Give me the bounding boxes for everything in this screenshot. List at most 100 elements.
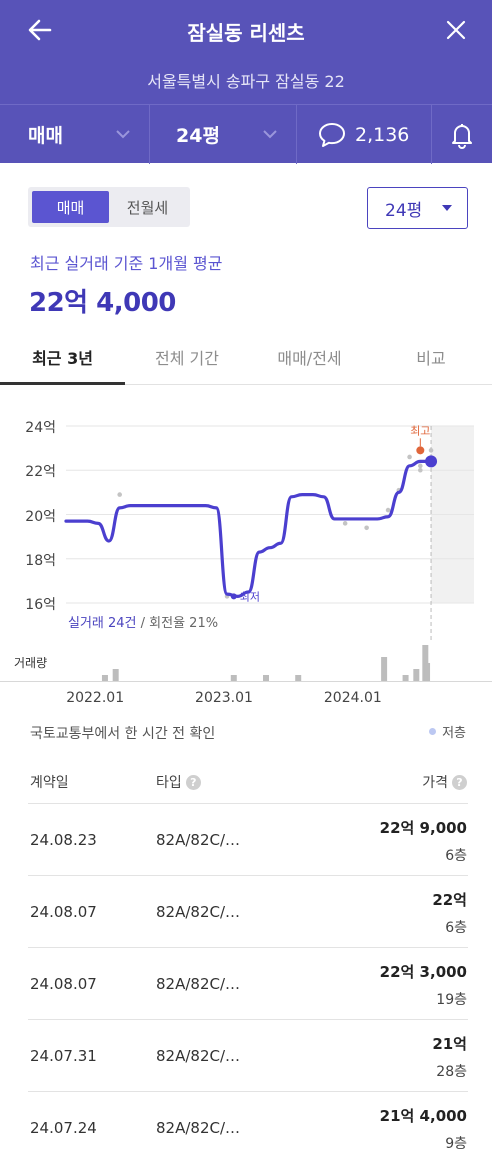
row-type: 82A/82C/… [156,831,241,849]
trade-type-label: 매매 [28,125,63,147]
transaction-point [428,448,434,453]
y-tick-label: 18억 [25,552,56,569]
help-icon[interactable]: ? [185,774,201,790]
highest-point-dot [416,446,425,455]
transaction-point [364,525,369,531]
average-price: 22억 4,000 [29,288,176,318]
row-date: 24.07.31 [30,1047,97,1065]
col-price-label: 가격 [422,775,448,791]
row-price: 22억 3,000 [379,963,467,981]
comment-count: 2,136 [355,123,410,146]
row-floor: 28층 [436,1064,467,1080]
volume-label: 거래량 [14,656,48,670]
row-floor: 6층 [445,848,467,864]
low-floor-label: 저층 [442,726,466,741]
size-select[interactable]: 24평 [367,187,468,229]
col-type-header: 타입? [156,772,201,792]
size-dropdown[interactable]: 24평 [150,105,297,164]
row-date: 24.08.07 [30,975,97,993]
notification-button[interactable] [432,105,492,164]
x-tick-label: 2022.01 [66,690,125,706]
current-price-dot [425,455,438,468]
volume-bar [101,675,108,681]
row-type: 82A/82C/… [156,1047,241,1065]
help-icon[interactable]: ? [452,774,467,790]
header-top: 잠실동 리센츠 [0,0,492,60]
volume-bar [230,675,237,681]
table-row[interactable]: 24.08.23 82A/82C/… 22억 9,000 6층 [28,804,468,876]
lowest-label: 최저 [240,590,260,603]
volume-bar [381,657,388,681]
turnover-rate: / 회전율 21% [136,616,219,631]
tab-all-period[interactable]: 전체 기간 [155,349,219,368]
col-date-label: 계약일 [30,775,69,791]
page-title: 잠실동 리센츠 [187,21,305,45]
row-type: 82A/82C/… [156,1119,241,1137]
highest-label: 최고 [410,424,430,437]
tab-compare[interactable]: 비교 [416,349,446,368]
row-date: 24.07.24 [30,1119,97,1137]
low-floor-dot [429,728,437,735]
filter-bar: 매매 24평 2,136 [0,104,492,164]
tab-recent-3y[interactable]: 최근 3년 [0,330,125,385]
transaction-point [342,521,348,526]
y-tick-label: 24억 [25,420,56,436]
transaction-point [407,454,412,460]
y-tick-label: 20억 [25,508,56,525]
row-date: 24.08.23 [30,831,97,849]
row-price: 22억 [432,891,467,909]
price-chart[interactable]: 24억 22억 20억 18억 16억 최고 최저 실거래 24건 / 회전율 21% 거… [0,386,492,716]
lowest-point-dot [230,593,237,600]
trade-count: 실거래 24건 [68,616,137,631]
trade-rent-toggle: 매매 전월세 [28,187,190,227]
row-floor: 6층 [445,920,467,936]
col-type-label: 타입 [156,775,182,791]
table-row[interactable]: 24.08.07 82A/82C/… 22억 6층 [28,876,468,948]
row-price: 22억 9,000 [379,819,467,837]
table-row[interactable]: 24.07.31 82A/82C/… 21억 28층 [28,1020,468,1092]
row-floor: 19층 [436,992,467,1008]
low-floor-legend: 저층 [429,722,466,741]
data-source-text: 국토교통부에서 한 시간 전 확인 [30,726,216,742]
caret-down-icon [442,205,452,211]
row-type: 82A/82C/… [156,975,241,993]
toggle-sale[interactable]: 매매 [32,191,109,223]
comments-button[interactable]: 2,136 [297,105,432,164]
toggle-rent[interactable]: 전월세 [126,198,169,217]
volume-bar [295,675,302,681]
speech-bubble-icon [319,122,345,147]
period-tabs: 최근 3년 전체 기간 매매/전세 비교 [0,330,492,385]
address-text: 서울특별시 송파구 잠실동 22 [147,72,345,91]
chevron-down-icon [116,130,130,139]
table-row[interactable]: 24.08.07 82A/82C/… 22억 3,000 19층 [28,948,468,1020]
average-caption: 최근 실거래 기준 1개월 평균 [30,254,223,273]
volume-bar [413,669,420,681]
x-tick-label: 2024.01 [323,690,382,706]
volume-bar [263,675,269,681]
volume-bar [112,669,119,681]
price-line [64,459,433,598]
trade-summary-note: 실거래 24건 / 회전율 21% [68,612,218,631]
transaction-point [418,467,423,473]
volume-bar [402,675,409,681]
row-type: 82A/82C/… [156,903,241,921]
back-arrow-icon[interactable] [24,14,56,46]
transaction-table: 24.08.23 82A/82C/… 22억 9,000 6층 24.08.07… [28,804,468,1157]
col-date-header: 계약일 [30,772,69,792]
trade-type-dropdown[interactable]: 매매 [0,105,150,164]
transaction-point [117,492,122,497]
row-date: 24.08.07 [30,903,97,921]
row-price: 21억 [432,1035,467,1053]
bell-icon [452,123,472,149]
table-row[interactable]: 24.07.24 82A/82C/… 21억 4,000 9층 [28,1092,468,1157]
chart-divider [0,681,492,682]
y-tick-label: 22억 [25,464,56,481]
transaction-point [418,463,423,469]
tab-sale-jeonse[interactable]: 매매/전세 [277,349,342,368]
app-header: 잠실동 리센츠 서울특별시 송파구 잠실동 22 매매 24평 2,136 [0,0,492,164]
close-icon[interactable] [440,14,472,46]
row-price: 21억 4,000 [379,1107,467,1125]
volume-bar [424,663,431,681]
table-header: 계약일 타입? 가격? [28,762,468,804]
